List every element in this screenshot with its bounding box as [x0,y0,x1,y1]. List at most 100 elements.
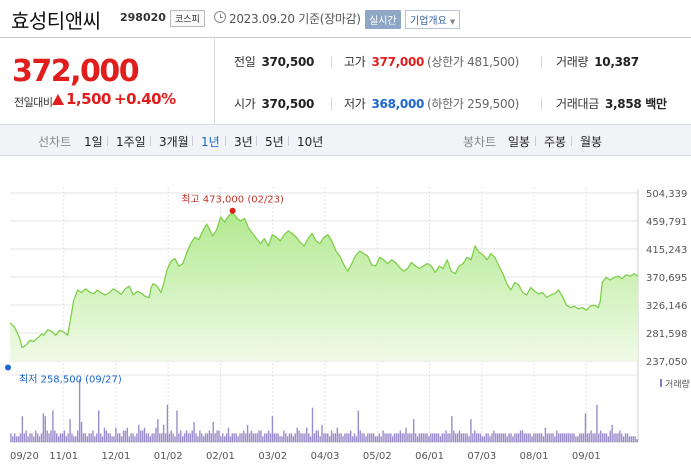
period-1y[interactable]: 1년 [201,135,220,149]
period-10y[interactable]: 10년 [297,135,324,149]
volume-bar [275,433,277,442]
volume-bar [609,430,611,442]
divider [256,136,257,146]
as-of-date: 2023.09.20 기준(장마감) [229,12,361,26]
volume-value: 10,387 [594,55,639,69]
volume-bar [73,436,75,442]
volume-bar [243,430,245,442]
volume-bar [432,433,434,442]
volume-bar [412,419,415,442]
price-line [9,212,639,349]
volume-bar [493,430,495,442]
volume-bar [147,433,150,442]
volume-bar [35,430,37,442]
volume-bar [317,430,319,442]
volume-bar [107,433,109,442]
volume-bar [222,433,224,442]
x-tick-label: 11/01 [49,451,78,462]
volume-bar [285,433,287,442]
high-label: 고가 [344,55,366,69]
volume-bar [54,430,56,442]
volume-bar [561,433,564,442]
period-1d[interactable]: 1일 [84,135,103,149]
volume-bar [573,433,575,442]
volume-bar [115,427,117,442]
volume-bar [290,433,293,442]
volume-bar [145,433,148,442]
realtime-button[interactable]: 실시간 [365,10,401,29]
volume-bar [605,433,608,442]
company-overview-button[interactable]: 기업개요 ▼ [405,10,461,29]
volume-bar [390,433,392,442]
volume-bar [105,430,108,442]
volume-bar [502,433,505,442]
volume-bar [117,433,119,442]
amount-value: 3,858 백만 [604,97,667,111]
volume-bar [264,433,266,442]
volume-bar [302,433,304,442]
period-3m[interactable]: 3개월 [159,135,189,149]
candle-monthly[interactable]: 월봉 [580,135,603,149]
volume-bar [594,433,596,442]
volume-bar [130,433,132,442]
volume-bar [325,433,327,442]
price-change: 1,500 [66,90,111,108]
volume-bar [533,433,535,442]
volume-bar [134,436,136,442]
volume-bar [590,430,592,442]
volume-bar [311,407,314,442]
volume-bar [233,433,235,442]
volume-bar [382,430,384,442]
volume-bar [67,433,69,442]
volume-bar [187,433,190,442]
volume-bar [338,433,340,442]
volume-bar [122,430,125,442]
volume-bar [475,433,478,442]
volume-bar [588,433,590,442]
period-3y[interactable]: 3년 [234,135,253,149]
volume-bar [328,436,331,442]
prev-close: 전일 370,500 [234,53,314,70]
volume-bar [86,436,88,442]
volume-bar [52,410,54,442]
period-5y[interactable]: 5년 [265,135,284,149]
volume-bar [225,433,228,442]
volume-bar [149,436,151,442]
volume-bar [56,433,58,442]
volume-bar [559,433,562,442]
period-1w[interactable]: 1주일 [116,135,146,149]
volume-bar [621,433,623,442]
upper-limit: (상한가 481,500) [427,55,520,69]
volume-bar [420,433,423,442]
volume-bar [477,433,480,442]
candle-weekly[interactable]: 주봉 [544,135,567,149]
volume-bar [220,436,222,442]
volume-bar [414,433,417,442]
volume-bar [229,436,232,442]
volume-bar [307,433,310,442]
stock-name: 효성티앤씨 [11,9,101,33]
volume-bar [411,433,413,442]
candle-daily[interactable]: 일봉 [508,135,531,149]
volume-bar [401,433,403,442]
volume-bar [554,436,556,442]
volume-bar [372,433,375,442]
volume-bar [485,433,487,442]
volume-bar [370,433,373,442]
volume-bar [50,430,52,442]
volume-bar [262,436,264,442]
volume-bar [395,433,398,442]
volume-bar [269,433,272,442]
volume-bar [388,433,390,442]
stock-code: 298020 [120,11,166,24]
volume-bar [575,436,577,442]
volume-bar [403,433,405,442]
volume-bar [256,433,258,442]
volume-bar [19,433,22,442]
x-tick-label: 12/01 [102,451,131,462]
volume-bar [634,436,636,442]
volume-bar [424,433,426,442]
volume-bar [405,427,407,442]
volume-bar [386,433,388,442]
volume-bar [433,433,436,442]
